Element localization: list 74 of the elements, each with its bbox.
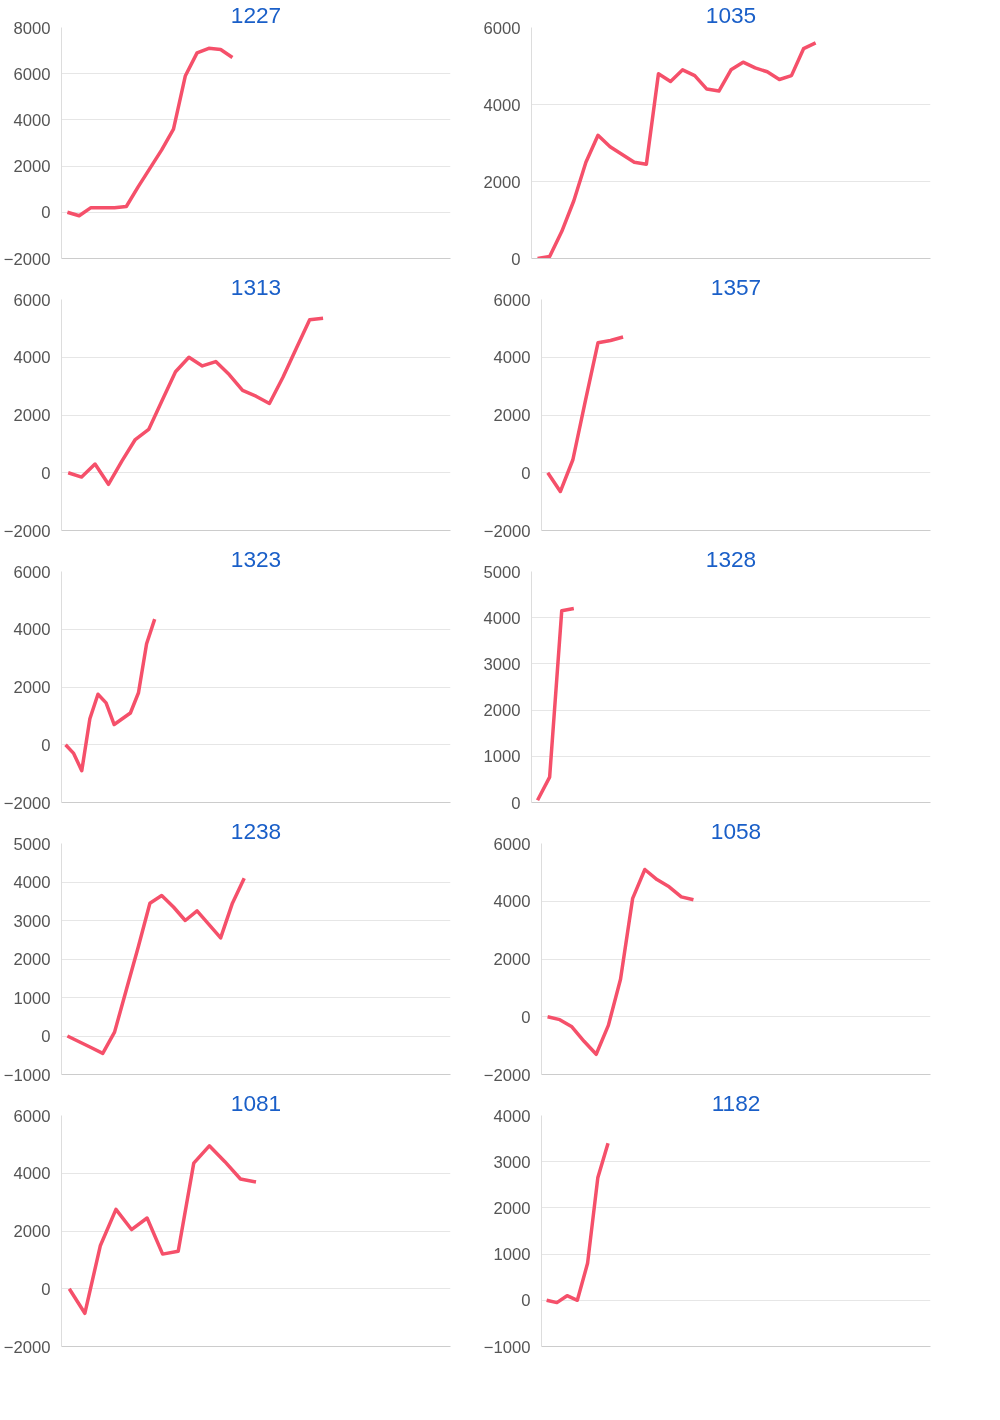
line-series	[67, 1144, 258, 1316]
line-series	[544, 1141, 610, 1305]
y-tick-label: 6000	[13, 290, 51, 310]
chart-title: 1182	[711, 1089, 761, 1116]
y-tick-label: 4000	[493, 892, 531, 912]
y-tick-label: 6000	[13, 562, 51, 582]
y-tick-label: 2000	[13, 1222, 51, 1241]
y-tick-label: −2000	[3, 1337, 51, 1357]
line-series	[65, 46, 235, 218]
y-tick-label: 0	[511, 249, 521, 269]
chart-title: 1081	[230, 1089, 282, 1116]
y-tick-label: −1000	[3, 1065, 51, 1085]
y-tick-label: 0	[511, 793, 521, 813]
chart-title: 1238	[230, 817, 282, 844]
chart-title: 1328	[705, 545, 757, 572]
line-series	[535, 606, 576, 802]
y-tick-label: 4000	[493, 348, 531, 368]
chart-title: 1357	[710, 273, 762, 300]
line-series	[545, 867, 696, 1057]
y-tick-label: 0	[41, 203, 51, 223]
y-tick-label: −2000	[3, 249, 51, 269]
y-tick-label: 8000	[13, 18, 51, 38]
y-tick-label: 0	[41, 463, 51, 483]
line-series	[66, 316, 325, 487]
y-tick-label: 0	[41, 1027, 51, 1046]
y-tick-label: 5000	[483, 562, 521, 582]
chart-title: 1227	[230, 1, 282, 28]
y-tick-label: 4000	[483, 95, 521, 115]
y-tick-label: 0	[41, 735, 51, 755]
y-tick-label: 0	[521, 1007, 531, 1027]
y-tick-label: 2000	[13, 157, 51, 177]
y-tick-label: 4000	[13, 620, 51, 640]
y-tick-label: 1000	[13, 988, 51, 1008]
y-tick-label: 1000	[493, 1245, 531, 1265]
y-tick-label: 3000	[13, 911, 51, 931]
y-tick-label: 4000	[13, 110, 51, 130]
chart-title: 1313	[230, 273, 282, 300]
y-tick-label: 2000	[13, 406, 51, 425]
y-tick-label: 0	[521, 1291, 531, 1311]
y-tick-label: 0	[41, 1279, 51, 1299]
chart-title: 1323	[230, 545, 282, 572]
y-tick-label: 4000	[493, 1106, 531, 1126]
y-tick-label: 6000	[493, 834, 531, 854]
y-tick-label: 2000	[483, 701, 521, 721]
y-tick-label: 2000	[483, 172, 521, 192]
y-tick-label: 4000	[13, 873, 51, 892]
y-tick-label: 6000	[13, 1106, 51, 1126]
y-tick-label: 2000	[493, 406, 531, 425]
y-tick-label: −2000	[483, 521, 531, 541]
y-tick-label: 5000	[13, 834, 51, 854]
line-series	[535, 41, 818, 259]
line-series	[65, 876, 246, 1056]
y-tick-label: 3000	[483, 654, 521, 674]
line-series	[63, 617, 157, 773]
y-tick-label: 3000	[493, 1152, 531, 1172]
y-tick-label: 2000	[493, 1198, 531, 1218]
y-tick-label: 6000	[13, 64, 51, 84]
chart-title: 1058	[710, 817, 762, 844]
y-tick-label: 6000	[483, 18, 521, 38]
y-tick-label: 4000	[13, 1164, 51, 1184]
y-tick-label: 2000	[13, 950, 51, 969]
y-tick-label: −1000	[483, 1337, 531, 1357]
chart-title: 1035	[705, 1, 757, 28]
y-tick-label: −2000	[3, 521, 51, 541]
y-tick-label: 1000	[483, 747, 521, 767]
y-tick-label: 2000	[493, 950, 531, 969]
y-tick-label: 6000	[493, 290, 531, 310]
y-tick-label: 4000	[483, 608, 521, 628]
y-tick-label: 0	[521, 463, 531, 483]
line-series	[546, 335, 625, 494]
y-tick-label: −2000	[3, 793, 51, 813]
y-tick-label: 4000	[13, 348, 51, 368]
y-tick-label: −2000	[483, 1065, 531, 1085]
y-tick-label: 2000	[13, 678, 51, 697]
